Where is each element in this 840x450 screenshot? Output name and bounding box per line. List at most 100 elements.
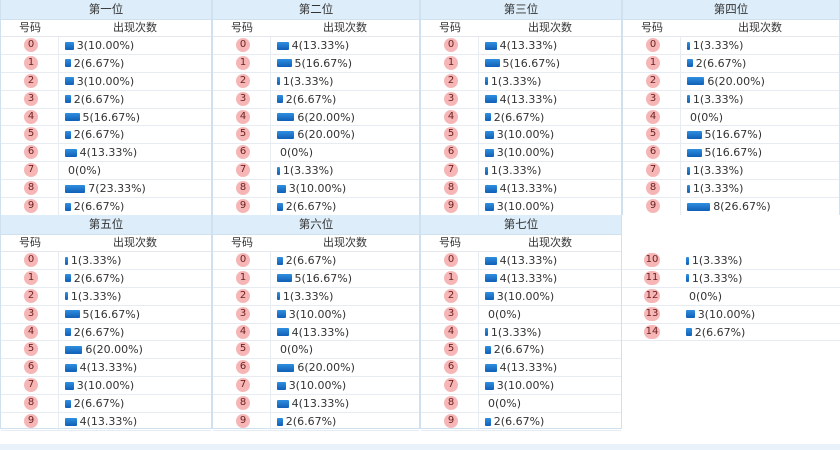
count-text: 6(20.00%) [85,343,143,357]
count-text: 2(6.67%) [285,200,337,214]
panel-title: 第七位 [421,215,621,235]
count-cell: 1(3.33%) [277,162,419,179]
number-ball: 4 [646,109,660,124]
rows: 0 4(13.33%) 1 4(13.33%) 2 3(10.00%) 3 0(0%) 4 1(3… [421,252,621,431]
rows: 0 1(3.33%) 1 2(6.67%) 2 6(20.00%) 3 1(3.33%) 4 0(… [623,37,839,216]
count-cell: 3(10.00%) [277,306,419,323]
position-panel: 第六位 号码 出现次数 0 2(6.67%) 1 5(16.67%) 2 1(3.33%) 3 3(… [212,215,420,431]
number-cell: 6 [213,144,271,162]
number-ball: 2 [646,73,660,88]
number-cell: 9 [213,198,271,215]
number-ball: 1 [444,270,458,285]
count-text: 2(6.67%) [73,271,125,285]
count-bar [65,363,77,372]
count-bar [277,95,283,104]
count-cell: 6(20.00%) [277,359,419,376]
count-text: 2(6.67%) [73,325,125,339]
number-ball: 2 [236,73,250,88]
number-cell: 9 [213,413,271,430]
count-bar [277,184,286,193]
table-row: 3 0(0%) [421,305,621,324]
count-cell: 0(0%) [65,162,211,179]
table-row: 4 1(3.33%) [421,323,621,342]
count-cell: 4(13.33%) [485,37,621,54]
count-bar [485,381,494,390]
number-cell: 8 [421,180,479,198]
table-row: 2 3(10.00%) [1,72,211,91]
count-text: 5(16.67%) [704,128,763,142]
number-ball: 3 [444,91,458,106]
count-text: 3(10.00%) [496,289,555,303]
count-bar [277,256,283,265]
table-row: 0 4(13.33%) [421,37,621,55]
table-row: 9 2(6.67%) [1,198,211,216]
table-row: 0 1(3.33%) [623,37,839,55]
number-cell: 9 [421,198,479,215]
count-cell: 1(3.33%) [687,162,839,179]
number-cell: 1 [213,54,271,72]
number-ball: 2 [24,288,38,303]
count-bar [65,59,71,68]
count-bar [277,399,289,408]
count-text: 1(3.33%) [691,254,743,267]
number-cell: 5 [213,126,271,144]
number-cell: 1 [421,54,479,72]
count-text: 0(0%) [689,289,723,303]
count-text: 4(13.33%) [79,146,138,160]
table-row: 7 1(3.33%) [421,162,621,181]
number-ball: 3 [24,91,38,106]
count-bar [485,95,497,104]
count-text: 4(13.33%) [499,361,558,375]
number-cell: 7 [421,377,479,395]
count-cell: 3(10.00%) [485,126,621,143]
table-row: 0 3(10.00%) [1,37,211,55]
table-row: 5 6(20.00%) [213,126,419,145]
count-text: 5(16.67%) [82,307,141,321]
number-cell: 8 [1,395,59,413]
header-number: 号码 [439,21,461,34]
count-text: 0(0%) [280,343,314,357]
count-bar [485,77,488,86]
count-cell: 8(26.67%) [687,198,839,215]
table-row: 7 3(10.00%) [421,377,621,396]
number-ball: 3 [444,306,458,321]
count-text: 6(20.00%) [297,361,355,375]
count-cell: 4(13.33%) [485,252,621,269]
count-bar [65,328,71,337]
count-cell: 4(13.33%) [485,180,621,197]
table-row: 2 6(20.00%) [623,72,839,91]
count-bar [277,417,283,426]
number-ball: 10 [644,253,660,267]
number-cell: 6 [1,359,59,377]
count-bar [277,381,286,390]
number-ball: 13 [644,306,660,321]
number-ball: 5 [646,127,660,142]
table-row: 5 0(0%) [213,341,419,360]
count-cell: 1(3.33%) [686,270,840,287]
count-bar [65,381,74,390]
number-cell: 5 [623,126,681,144]
panel-title: 第六位 [213,215,419,235]
number-ball: 6 [444,360,458,375]
column-header: 号码 出现次数 [421,234,621,252]
count-text: 4(13.33%) [499,254,558,267]
table-row: 1 5(16.67%) [213,54,419,73]
count-text: 2(6.67%) [73,128,125,142]
number-ball: 3 [24,306,38,321]
count-cell: 4(13.33%) [277,37,419,54]
number-ball: 7 [236,163,250,178]
table-row: 9 3(10.00%) [421,198,621,216]
number-cell: 6 [623,144,681,162]
count-cell: 5(16.67%) [277,55,419,72]
count-text: 2(6.67%) [493,415,545,429]
number-ball: 4 [444,324,458,339]
count-cell: 5(16.67%) [687,144,839,161]
count-text: 8(26.67%) [713,200,771,214]
count-text: 4(13.33%) [499,182,558,196]
number-cell: 2 [421,287,479,305]
rows: 0 4(13.33%) 1 5(16.67%) 2 1(3.33%) 3 4(13.33%) 4… [421,37,621,216]
number-ball: 4 [236,109,250,124]
count-cell: 2(6.67%) [277,413,419,430]
count-bar [485,166,488,175]
count-bar [687,130,702,139]
